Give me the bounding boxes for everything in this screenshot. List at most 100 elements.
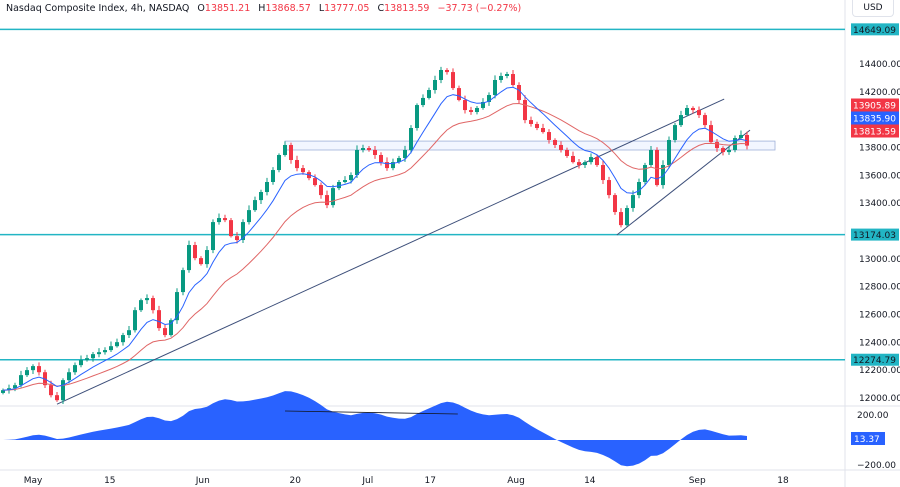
candle-down (577, 162, 581, 166)
candle-up (625, 208, 629, 226)
candle-down (325, 195, 329, 206)
candle-up (1, 390, 5, 393)
candle-up (271, 170, 275, 182)
candle-up (589, 157, 593, 163)
time-tick-label: Aug (507, 476, 525, 486)
candle-up (439, 69, 443, 81)
level-price-label: 13174.03 (853, 231, 896, 241)
high-key: H (258, 3, 266, 14)
change-value: −37.73 (−0.27%) (437, 3, 522, 14)
resistance-zone (284, 140, 776, 151)
candle-up (85, 358, 89, 361)
candle-up (337, 181, 341, 189)
symbol-title: Nasdaq Composite Index, 4h, NASDAQ (6, 3, 190, 14)
candle-down (703, 115, 707, 126)
candle-up (679, 115, 683, 126)
oscillator-value-tag (851, 432, 885, 445)
candle-up (265, 181, 269, 193)
candle-up (67, 372, 71, 381)
candle-up (727, 149, 731, 153)
candle-down (55, 395, 59, 401)
candle-down (523, 100, 527, 121)
candle-up (217, 218, 221, 223)
candle-down (469, 110, 473, 113)
candle-up (583, 162, 587, 166)
candle-down (193, 245, 197, 259)
candle-up (415, 105, 419, 129)
candle-up (97, 352, 101, 355)
candle-down (199, 258, 203, 265)
level-price-tag (851, 228, 899, 241)
candle-up (73, 365, 77, 373)
time-tick-label: 18 (777, 476, 789, 486)
candle-up (331, 188, 335, 206)
candle-up (277, 155, 281, 171)
candle-up (25, 370, 29, 376)
candle-down (559, 144, 563, 150)
candle-up (427, 90, 431, 98)
candle-down (151, 298, 155, 311)
candle-down (517, 85, 521, 101)
candle-down (379, 155, 383, 163)
candle-down (697, 110, 701, 116)
candle-down (721, 148, 725, 153)
symbol-header: Nasdaq Composite Index, 4h, NASDAQ O1385… (6, 3, 521, 14)
open-value: 13851.21 (204, 3, 251, 14)
price-tick-label: 12400.00 (859, 338, 900, 348)
close-key: C (377, 3, 385, 14)
level-price-tag (851, 353, 899, 366)
price-label-tag (851, 124, 899, 138)
level-price-label: 14649.09 (853, 26, 896, 36)
oscillator-area (3, 391, 747, 467)
candle-up (481, 101, 485, 108)
time-tick-label: 14 (584, 476, 596, 486)
candle-up (403, 149, 407, 159)
candle-down (571, 155, 575, 163)
candle-up (253, 200, 257, 211)
candle-down (373, 149, 377, 156)
candle-down (445, 69, 449, 73)
candle-up (241, 222, 245, 241)
price-tick-label: 12000.00 (859, 394, 900, 404)
candle-down (301, 168, 305, 173)
candle-down (37, 366, 41, 373)
candle-up (19, 375, 23, 386)
currency-button[interactable]: USD (852, 0, 894, 17)
slow-moving-average (2, 102, 748, 391)
candle-down (229, 220, 233, 237)
price-tick-label: 12200.00 (859, 366, 900, 376)
high-value: 13868.57 (265, 3, 311, 14)
candle-up (91, 354, 95, 359)
candle-up (211, 222, 215, 251)
trendline (56, 98, 725, 405)
price-tick-label: 14400.00 (859, 60, 900, 70)
candle-down (553, 139, 557, 145)
candle-up (349, 175, 353, 181)
price-tick-label: 12800.00 (859, 283, 900, 293)
candle-up (109, 346, 113, 351)
candle-up (259, 192, 263, 201)
candle-up (187, 245, 191, 271)
candle-down (451, 72, 455, 89)
candle-up (361, 148, 365, 150)
candle-down (565, 149, 569, 156)
candle-down (511, 74, 515, 86)
candle-up (685, 107, 689, 116)
price-label-tag (851, 111, 899, 125)
candle-up (631, 195, 635, 209)
price-label: 13813.59 (853, 128, 896, 138)
candle-up (661, 165, 665, 186)
level-price-label: 12274.79 (853, 356, 896, 366)
candle-down (613, 195, 617, 213)
candle-up (487, 95, 491, 102)
candle-up (169, 320, 173, 336)
candle-down (607, 180, 611, 196)
candle-up (121, 335, 125, 343)
candle-up (421, 97, 425, 106)
candle-up (643, 165, 647, 182)
candle-up (127, 330, 131, 336)
candle-up (181, 270, 185, 293)
candle-up (103, 350, 107, 353)
candle-up (139, 300, 143, 311)
